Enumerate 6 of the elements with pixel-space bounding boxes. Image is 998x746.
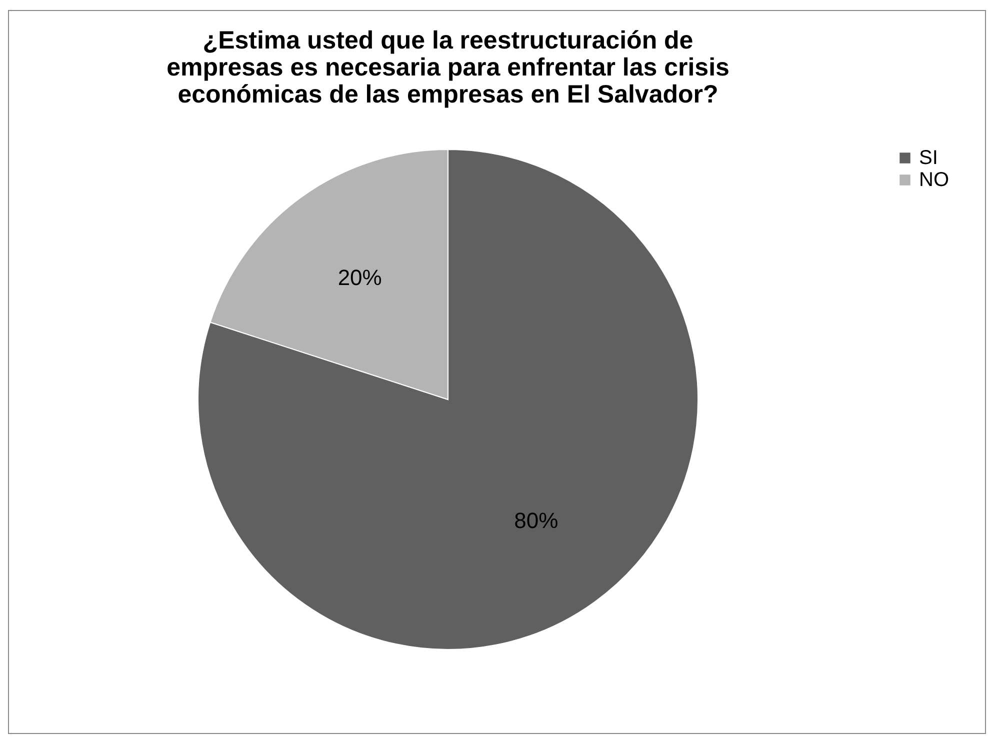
legend-label: NO (919, 169, 949, 191)
pie-slice (198, 149, 698, 650)
data-label: 20% (338, 265, 382, 290)
legend-label: SI (919, 147, 938, 169)
data-label: 80% (514, 508, 558, 533)
chart-title: ¿Estima usted que la reestructuración de empresas es necesaria para enfrentar las crisis económicas de las empresas en El Salvador? (166, 26, 730, 108)
